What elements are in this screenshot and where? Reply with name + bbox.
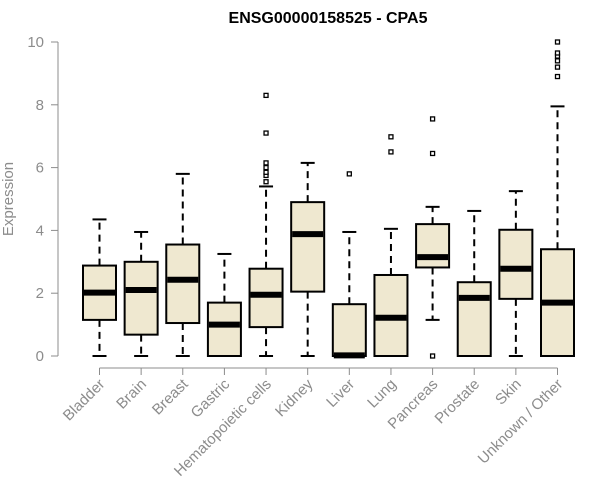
outlier-point bbox=[554, 64, 561, 70]
chart-title: ENSG00000158525 - CPA5 bbox=[229, 10, 428, 27]
y-axis: 0 2 4 6 8 10 bbox=[27, 34, 59, 365]
outlier-point bbox=[263, 164, 269, 171]
iqr-box bbox=[248, 267, 284, 329]
x-tick-label: Skin bbox=[492, 376, 525, 409]
outlier-point bbox=[554, 58, 561, 64]
box-breast bbox=[165, 172, 201, 357]
box-hematopoietic-cells bbox=[248, 92, 284, 357]
iqr-box bbox=[123, 260, 159, 336]
y-tick-label: 6 bbox=[36, 160, 44, 177]
y-tick-label: 10 bbox=[27, 34, 44, 51]
outlier-point bbox=[263, 169, 269, 175]
outlier-point bbox=[429, 116, 436, 122]
outlier-point bbox=[554, 73, 561, 80]
outlier-point bbox=[263, 160, 269, 166]
iqr-box bbox=[415, 223, 451, 269]
y-axis-label: Expression bbox=[0, 162, 17, 236]
box-gastric bbox=[206, 252, 242, 357]
x-tick-label: Liver bbox=[323, 376, 358, 411]
x-tick-label: Brain bbox=[113, 376, 150, 413]
iqr-box bbox=[498, 228, 534, 300]
box-brain bbox=[123, 230, 159, 357]
x-tick-label: Bladder bbox=[60, 376, 109, 425]
x-tick-label: Breast bbox=[149, 375, 192, 418]
box-liver bbox=[331, 171, 367, 359]
outlier-point bbox=[554, 39, 561, 45]
box-pancreas bbox=[415, 116, 451, 359]
box-prostate bbox=[456, 209, 492, 357]
box-unknown-other bbox=[540, 39, 575, 358]
outlier-point bbox=[429, 150, 436, 157]
outlier-point bbox=[388, 134, 394, 140]
outlier-point bbox=[263, 179, 269, 185]
x-tick-label: Prostate bbox=[432, 376, 484, 428]
iqr-box bbox=[331, 303, 367, 358]
x-tick-label: Kidney bbox=[272, 375, 317, 420]
y-tick-label: 4 bbox=[36, 222, 44, 239]
outlier-point bbox=[429, 353, 436, 359]
iqr-box bbox=[290, 201, 326, 293]
iqr-box bbox=[456, 281, 492, 357]
outlier-point bbox=[263, 92, 269, 99]
y-tick-label: 8 bbox=[36, 97, 44, 114]
iqr-box bbox=[206, 301, 242, 357]
outlier-point bbox=[554, 50, 561, 56]
box-lung bbox=[373, 134, 409, 358]
iqr-box bbox=[165, 243, 201, 325]
box-kidney bbox=[290, 161, 326, 357]
outlier-point bbox=[263, 130, 269, 136]
plot-area bbox=[82, 39, 575, 359]
outlier-point bbox=[346, 171, 352, 177]
y-tick-label: 0 bbox=[36, 348, 44, 365]
box-skin bbox=[498, 190, 534, 357]
y-tick-label: 2 bbox=[36, 285, 44, 302]
outlier-point bbox=[388, 149, 394, 155]
box-bladder bbox=[82, 218, 117, 357]
x-tick-label: Lung bbox=[364, 376, 400, 412]
